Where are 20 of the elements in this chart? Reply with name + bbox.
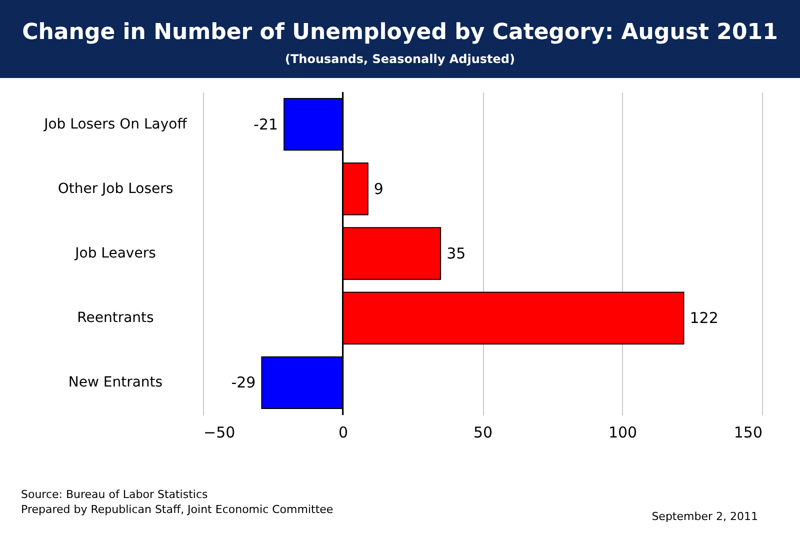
x-tick-label: 0 — [338, 424, 348, 442]
source-note: Source: Bureau of Labor Statistics — [21, 488, 208, 501]
y-tick-label: Other Job Losers — [58, 180, 174, 197]
y-tick-label: New Entrants — [68, 374, 163, 391]
data-label: -29 — [231, 374, 256, 392]
text: Prepared by Republican Staff, Joint Economic Committee — [21, 503, 334, 516]
x-tick-label: 150 — [734, 424, 762, 442]
chart-title: Change in Number of Unemployed by Category: August 2011 — [22, 20, 778, 45]
data-label: -21 — [254, 115, 278, 134]
y-tick-label: Job Losers On Layoff — [43, 116, 188, 132]
y-tick-label: Job Leavers — [74, 246, 156, 262]
x-tick-label: 50 — [473, 424, 493, 442]
text: September 2, 2011 — [652, 510, 758, 523]
data-label: 9 — [374, 180, 384, 198]
x-tick-label: 100 — [608, 424, 638, 442]
y-tick-label: Reentrants — [77, 310, 154, 326]
data-label: 122 — [690, 309, 718, 328]
data-label: 35 — [446, 244, 466, 262]
chart-subtitle: (Thousands, Seasonally Adjusted) — [284, 52, 516, 66]
x-tick-label: −50 — [204, 424, 236, 442]
